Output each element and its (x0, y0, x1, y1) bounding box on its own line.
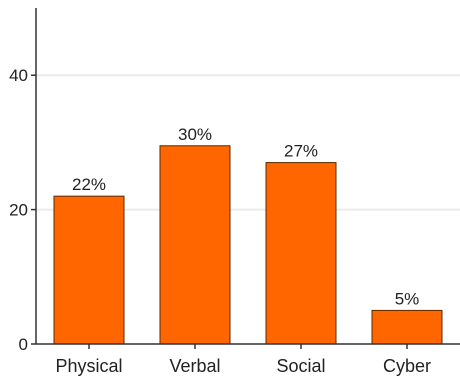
data-label-cyber: 5% (395, 289, 420, 308)
y-tick-label: 0 (19, 335, 28, 354)
data-labels: 22% 30% 27% 5% (72, 125, 419, 309)
x-tick-label-verbal: Verbal (169, 356, 220, 376)
bars (53, 145, 443, 345)
bar-verbal (159, 145, 231, 345)
y-tick-label: 20 (9, 201, 28, 220)
bar-physical (53, 195, 125, 345)
bar-social (265, 162, 337, 345)
bar-cyber (371, 309, 443, 345)
y-tick-label: 40 (9, 66, 28, 85)
y-axis-ticks: 0 20 40 (9, 66, 36, 354)
data-label-verbal: 30% (178, 125, 212, 144)
x-tick-label-physical: Physical (55, 356, 122, 376)
x-tick-label-cyber: Cyber (383, 356, 431, 376)
data-label-social: 27% (284, 142, 318, 161)
data-label-physical: 22% (72, 175, 106, 194)
axes (35, 8, 460, 345)
x-axis-labels: Physical Verbal Social Cyber (55, 344, 431, 376)
x-tick-label-social: Social (276, 356, 325, 376)
